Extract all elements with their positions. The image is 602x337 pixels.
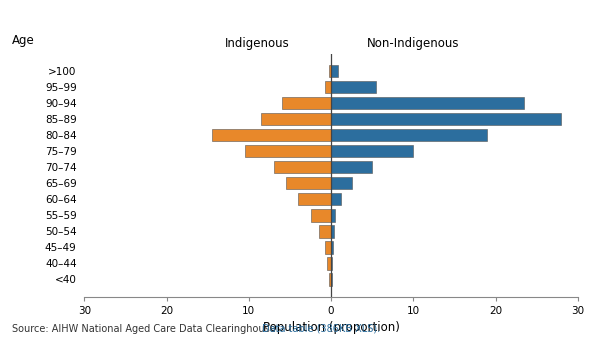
- Bar: [331, 241, 333, 253]
- Bar: [324, 241, 331, 253]
- Text: Data table (386KB XLS).: Data table (386KB XLS).: [262, 324, 380, 334]
- Bar: [331, 209, 335, 221]
- Bar: [331, 177, 352, 189]
- Bar: [261, 113, 331, 125]
- Bar: [331, 257, 332, 270]
- X-axis label: Population (proportion): Population (proportion): [262, 321, 400, 334]
- Bar: [319, 225, 331, 238]
- Text: Indigenous: Indigenous: [225, 37, 290, 51]
- Bar: [286, 177, 331, 189]
- Text: Source: AIHW National Aged Care Data Clearinghouse.: Source: AIHW National Aged Care Data Cle…: [12, 324, 282, 334]
- Bar: [331, 161, 372, 174]
- Bar: [331, 97, 524, 110]
- Bar: [331, 193, 341, 206]
- Bar: [273, 161, 331, 174]
- Bar: [329, 273, 331, 285]
- Bar: [311, 209, 331, 221]
- Bar: [244, 145, 331, 157]
- Bar: [324, 81, 331, 93]
- Bar: [327, 257, 331, 270]
- Bar: [331, 145, 414, 157]
- Bar: [331, 129, 488, 142]
- Bar: [282, 97, 331, 110]
- Bar: [298, 193, 331, 206]
- Bar: [329, 65, 331, 78]
- Bar: [331, 65, 338, 78]
- Bar: [331, 113, 562, 125]
- Bar: [331, 273, 332, 285]
- Bar: [212, 129, 331, 142]
- Text: Age: Age: [12, 34, 35, 47]
- Bar: [331, 81, 376, 93]
- Text: Non-Indigenous: Non-Indigenous: [367, 37, 459, 51]
- Bar: [331, 225, 334, 238]
